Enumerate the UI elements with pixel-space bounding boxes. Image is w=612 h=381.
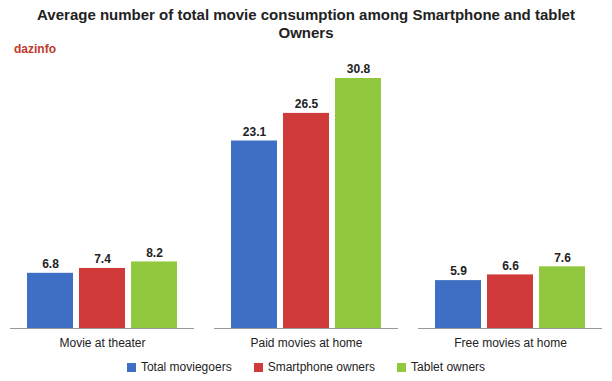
svg-text:5.9: 5.9 — [450, 264, 467, 278]
html-text:dazinfo: dazinfo — [14, 42, 56, 56]
html-text:Tablet owners: Tablet owners — [411, 360, 486, 374]
svg-text:Free movies at home: Free movies at home — [454, 336, 567, 350]
svg-text:Paid movies at home: Paid movies at home — [250, 336, 362, 350]
svg-text:7.4: 7.4 — [94, 252, 111, 266]
svg-text:6.8: 6.8 — [42, 257, 59, 271]
svg-text:Movie at theater: Movie at theater — [59, 336, 145, 350]
svg-text:6.6: 6.6 — [502, 259, 519, 273]
svg-text:30.8: 30.8 — [347, 62, 371, 76]
svg-text:8.2: 8.2 — [146, 246, 163, 260]
svg-text:23.1: 23.1 — [243, 125, 267, 139]
html-text:Total moviegoers: Total moviegoers — [140, 360, 232, 374]
html-text:Smartphone owners: Smartphone owners — [267, 360, 375, 374]
svg-text:7.6: 7.6 — [554, 251, 571, 265]
svg-text:26.5: 26.5 — [295, 97, 319, 111]
html-text:Average number of total movie: Average number of total movie consumptio… — [37, 6, 575, 41]
